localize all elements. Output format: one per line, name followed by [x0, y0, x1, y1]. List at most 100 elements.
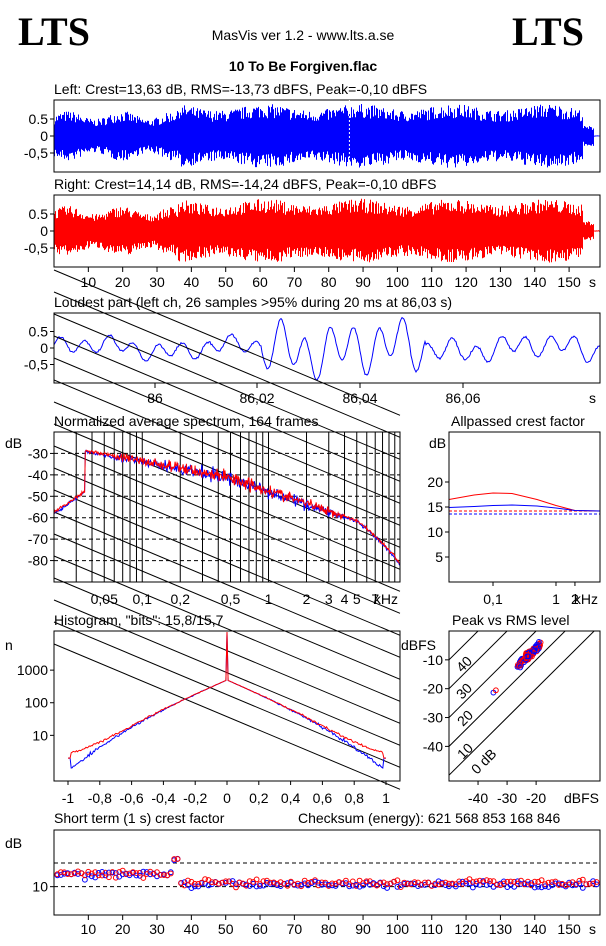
crest-point	[99, 869, 105, 875]
crest-xtick-label: 90	[355, 921, 371, 937]
crest-point	[236, 879, 243, 886]
crest-xtick-label: 30	[149, 921, 165, 937]
time-xtick-label: 40	[184, 274, 200, 290]
crest-point	[476, 877, 483, 884]
crest-point	[459, 881, 466, 887]
crest-point	[470, 884, 476, 891]
logo-right: LTS	[512, 9, 584, 54]
peak-rms-ytick-label: -40	[423, 738, 443, 754]
spectrum-slope-line	[53, 599, 401, 746]
histogram-xtick-label: -0,4	[151, 790, 175, 806]
allpass-ylabel: dB	[429, 435, 446, 451]
histogram-xtick-label: -0,6	[120, 790, 144, 806]
crest-point	[349, 878, 356, 885]
app-title: MasVis ver 1.2 - www.lts.a.se	[211, 27, 395, 43]
crest-point	[494, 881, 500, 888]
crest-point	[267, 879, 274, 886]
time-xtick-label: 120	[454, 274, 478, 290]
crest-point	[119, 867, 126, 874]
histogram-xtick-label: -0,8	[88, 790, 112, 806]
peak-rms-ylabel: dBFS	[401, 637, 436, 653]
crest-point	[198, 879, 205, 886]
peak-rms-ytick-label: -10	[423, 652, 443, 668]
crest-point	[569, 882, 576, 889]
crest-point	[500, 878, 507, 885]
crest-point	[353, 883, 360, 889]
peak-rms-diagonal-label: 30	[453, 680, 475, 702]
crest-point	[442, 879, 449, 886]
crest-point	[257, 881, 263, 887]
crest-point	[195, 881, 202, 887]
spectrum-slope-line	[53, 511, 401, 658]
spectrum-xtick-label: 3	[325, 591, 333, 607]
crest-point	[154, 873, 160, 880]
crest-point	[284, 880, 291, 887]
histogram-right-series	[68, 631, 386, 759]
crest-xtick-label: 50	[218, 921, 234, 937]
crest-point	[535, 878, 542, 885]
crest-xtick-label: 130	[489, 921, 513, 937]
time-xtick-label: 100	[386, 274, 410, 290]
crest-point	[75, 871, 81, 877]
crest-point	[466, 876, 473, 882]
crest-point	[415, 883, 421, 889]
crest-point	[463, 880, 470, 887]
crest-point	[573, 881, 579, 887]
crest-point	[332, 880, 339, 887]
peak-rms-diagonal-label: 10	[454, 740, 476, 762]
crest-point	[329, 882, 336, 889]
crest-point	[514, 880, 521, 887]
allpass-xtick-label: 1	[552, 591, 560, 607]
crest-point	[229, 878, 236, 884]
spectrum-slope-line	[53, 445, 401, 592]
crest-point	[411, 879, 418, 886]
allpass-xtick-label: 0,1	[483, 591, 503, 607]
time-xtick-label: 130	[489, 274, 513, 290]
left-channel-title: Left: Crest=13,63 dB, RMS=-13,73 dBFS, P…	[54, 81, 428, 97]
spectrum-title: Normalized average spectrum, 164 frames	[54, 413, 319, 429]
crest-point	[264, 879, 270, 886]
peak-rms-point	[533, 643, 540, 650]
crest-short-title: Short term (1 s) crest factor	[54, 810, 225, 826]
histogram-xtick-label: 0,8	[344, 790, 364, 806]
crest-point	[593, 879, 600, 885]
spectrum-slope-line	[53, 335, 401, 482]
spectrum-slope-line	[53, 621, 401, 768]
peak-rms-point	[516, 662, 523, 669]
crest-point	[538, 884, 545, 891]
spectrum-xtick-label: 1	[265, 591, 273, 607]
peak-rms-title: Peak vs RMS level	[452, 612, 570, 628]
peak-rms-diagonal	[449, 631, 479, 661]
crest-point	[64, 871, 71, 877]
time-xtick-label: 30	[149, 274, 165, 290]
crest-point	[181, 879, 188, 886]
allpass-xtick-label: 2	[571, 591, 579, 607]
spectrum-slope-line	[53, 269, 401, 416]
right-ytick-label: -0,5	[24, 240, 48, 256]
crest-point	[404, 880, 411, 887]
spectrum-ylabel: dB	[5, 435, 22, 451]
crest-point	[58, 869, 64, 875]
spectrum-xunit-label: kHz	[374, 591, 398, 607]
crest-point	[126, 870, 133, 877]
peak-rms-xunit-label: dBFS	[564, 790, 599, 806]
crest-point	[363, 878, 370, 885]
crest-point	[229, 880, 236, 887]
spectrum-frame	[53, 431, 401, 583]
peak-rms-xtick-label: -20	[526, 790, 546, 806]
spectrum-xtick-label: 0,5	[221, 591, 241, 607]
crest-point	[88, 873, 95, 880]
crest-point	[298, 883, 305, 890]
crest-point	[109, 869, 116, 875]
crest-point	[195, 883, 202, 890]
spectrum-xtick-label: 0,05	[91, 591, 118, 607]
crest-point	[315, 882, 322, 889]
crest-point	[82, 872, 88, 879]
right-ytick-label: 0.5	[29, 206, 49, 222]
peak-rms-xtick-label: -30	[497, 790, 517, 806]
crest-point	[490, 878, 497, 885]
loudest-xtick-label: 86,02	[239, 390, 274, 406]
spectrum-slope-line	[53, 467, 401, 614]
crest-point	[188, 885, 195, 891]
histogram-xtick-label: 0	[223, 790, 231, 806]
